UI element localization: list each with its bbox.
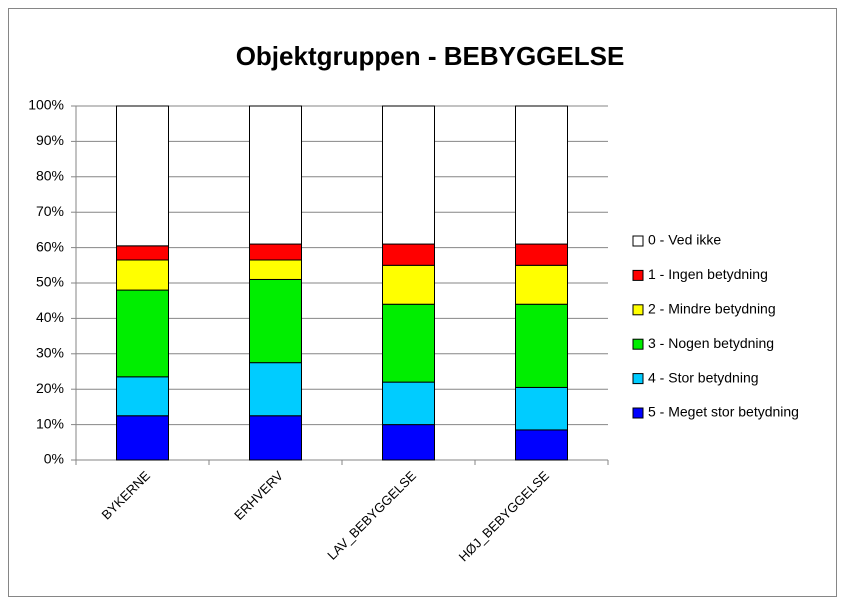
- bar-segment: [515, 303, 568, 388]
- legend-swatch: [632, 373, 644, 385]
- y-tick-label: 50%: [36, 274, 64, 290]
- bar-segment: [515, 243, 568, 266]
- bar-segment: [116, 245, 169, 261]
- bar-segment: [515, 105, 568, 245]
- legend-swatch: [632, 269, 644, 281]
- bar-segment: [249, 259, 302, 280]
- y-tick-label: 10%: [36, 415, 64, 431]
- y-tick-label: 30%: [36, 345, 64, 361]
- y-tick-label: 90%: [36, 132, 64, 148]
- y-tick-label: 80%: [36, 168, 64, 184]
- bar-segment: [249, 243, 302, 261]
- bar-segment: [515, 264, 568, 305]
- y-tick-label: 40%: [36, 309, 64, 325]
- bar-segment: [382, 105, 435, 245]
- legend-label: 4 - Stor betydning: [648, 369, 759, 385]
- bar-segment: [382, 381, 435, 426]
- bar-segment: [116, 105, 169, 247]
- y-tick-label: 70%: [36, 203, 64, 219]
- y-tick-label: 60%: [36, 238, 64, 254]
- bar-segment: [249, 362, 302, 417]
- legend-label: 3 - Nogen betydning: [648, 335, 774, 351]
- bar-segment: [249, 278, 302, 364]
- bar-segment: [249, 105, 302, 245]
- bar-segment: [382, 243, 435, 266]
- legend-label: 2 - Mindre betydning: [648, 301, 776, 317]
- chart-title: Objektgruppen - BEBYGGELSE: [236, 41, 625, 71]
- legend-swatch: [632, 235, 644, 247]
- y-tick-label: 100%: [28, 97, 64, 113]
- y-tick-label: 0%: [44, 451, 64, 467]
- legend-label: 0 - Ved ikke: [648, 232, 721, 248]
- bar-segment: [382, 424, 435, 461]
- legend-swatch: [632, 338, 644, 350]
- legend-swatch: [632, 304, 644, 316]
- bar-segment: [116, 289, 169, 378]
- y-tick-label: 20%: [36, 380, 64, 396]
- bar-segment: [515, 429, 568, 461]
- bar-segment: [382, 264, 435, 305]
- bar-segment: [116, 415, 169, 461]
- bar-segment: [249, 415, 302, 461]
- bar-segment: [116, 376, 169, 417]
- bar-segment: [116, 259, 169, 291]
- bar-segment: [515, 386, 568, 431]
- legend-label: 5 - Meget stor betydning: [648, 404, 799, 420]
- bar-segment: [382, 303, 435, 383]
- legend-label: 1 - Ingen betydning: [648, 266, 768, 282]
- legend-swatch: [632, 407, 644, 419]
